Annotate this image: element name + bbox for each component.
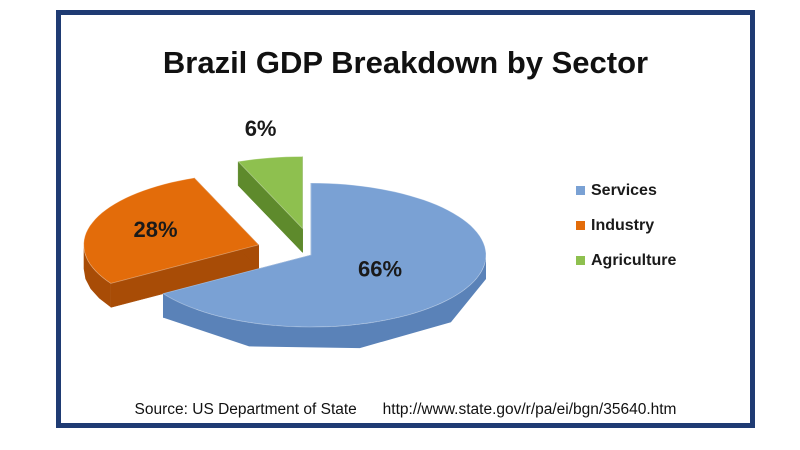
- slice-side-industry-0: [83, 244, 111, 308]
- pie-slice-services: [162, 182, 487, 328]
- data-label-industry: 28%: [133, 217, 177, 242]
- source-url: http://www.state.gov/r/pa/ei/bgn/35640.h…: [382, 401, 677, 418]
- chart-title: Brazil GDP Breakdown by Sector: [162, 45, 649, 80]
- pie-chart: 66% 28% 6%: [83, 116, 487, 349]
- slice-side-services-0: [163, 255, 486, 349]
- legend-item-services: Services: [576, 173, 676, 208]
- legend-label-industry: Industry: [591, 216, 655, 234]
- source-label: Source: US Department of State: [134, 401, 357, 418]
- legend: Services Industry Agriculture: [576, 173, 676, 278]
- source-line: Source: US Department of State http://ww…: [61, 401, 750, 419]
- chart-frame: Brazil GDP Breakdown by Sector 66% 28% 6% …: [56, 10, 755, 428]
- legend-label-services: Services: [591, 181, 657, 199]
- data-label-services: 66%: [358, 256, 402, 281]
- legend-item-agriculture: Agriculture: [576, 243, 676, 278]
- pie-slice-agriculture: [237, 156, 304, 230]
- legend-item-industry: Industry: [576, 208, 676, 243]
- legend-swatch-industry: [576, 221, 585, 230]
- legend-label-agriculture: Agriculture: [591, 251, 677, 269]
- legend-swatch-services: [576, 186, 585, 195]
- pie-slice-industry: [83, 177, 260, 284]
- legend-swatch-agriculture: [576, 256, 585, 265]
- data-label-agriculture: 6%: [245, 116, 277, 141]
